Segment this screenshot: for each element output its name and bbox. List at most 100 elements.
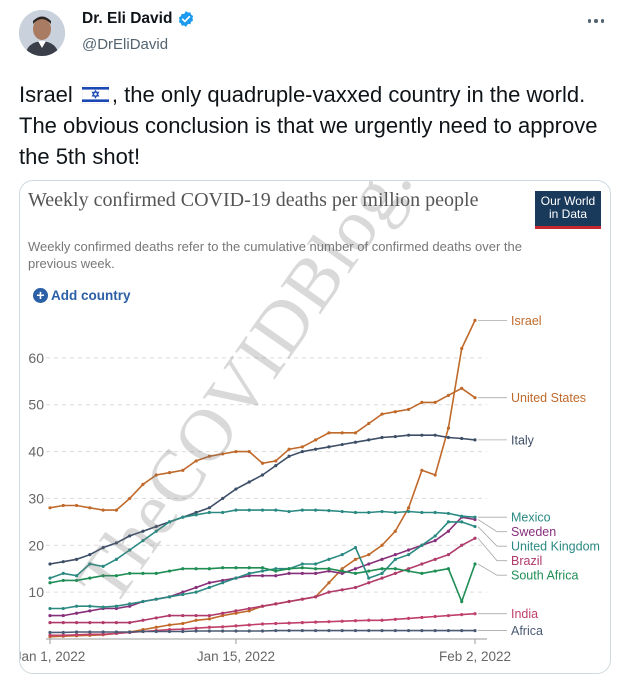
data-point <box>61 503 65 508</box>
data-point <box>300 621 304 625</box>
data-point <box>194 618 198 622</box>
data-point <box>128 496 132 501</box>
data-point <box>393 410 397 414</box>
author-handle[interactable]: @DrEliDavid <box>82 36 169 53</box>
series-line-israel <box>49 320 476 638</box>
data-point <box>114 574 119 578</box>
data-point <box>473 318 477 322</box>
data-point <box>460 599 464 604</box>
data-point <box>74 574 79 578</box>
data-point <box>247 508 251 512</box>
data-point <box>340 553 344 557</box>
add-country-button[interactable]: + Add country <box>33 288 131 303</box>
data-point <box>48 506 52 510</box>
data-point <box>327 445 331 449</box>
data-point <box>61 606 65 611</box>
data-point <box>167 520 172 524</box>
data-point <box>380 543 384 547</box>
data-point <box>446 529 451 533</box>
data-point <box>128 534 132 538</box>
data-point <box>380 628 384 633</box>
data-point <box>473 438 477 442</box>
data-point <box>420 543 424 547</box>
data-point <box>393 557 397 561</box>
data-point <box>274 464 278 468</box>
data-point <box>287 454 291 458</box>
data-point <box>221 452 225 456</box>
data-point <box>420 510 424 515</box>
data-point <box>473 536 477 540</box>
y-tick-label: 30 <box>28 490 44 506</box>
data-point <box>367 576 371 580</box>
x-tick-label: Feb 2, 2022 <box>439 649 511 664</box>
data-point <box>234 609 238 613</box>
data-point <box>406 509 411 514</box>
series-label: Africa <box>511 624 543 638</box>
data-point <box>393 510 397 515</box>
data-point <box>353 585 358 590</box>
data-point <box>340 567 344 571</box>
data-point <box>114 604 119 608</box>
data-point <box>314 508 318 512</box>
data-point <box>367 618 371 622</box>
data-point <box>114 508 119 512</box>
data-point <box>287 628 291 633</box>
data-point <box>380 412 384 416</box>
data-point <box>460 613 464 617</box>
data-point <box>300 566 304 570</box>
data-point <box>406 506 411 510</box>
data-point <box>48 630 52 635</box>
more-options-icon[interactable] <box>585 16 607 26</box>
data-point <box>141 629 145 634</box>
data-point <box>260 629 265 633</box>
data-point <box>274 574 278 578</box>
data-point <box>300 571 304 575</box>
data-point <box>234 566 238 570</box>
data-point <box>141 571 145 575</box>
author-name[interactable]: Dr. Eli David <box>82 10 195 28</box>
data-point <box>380 567 384 571</box>
data-point <box>101 621 105 625</box>
data-point <box>287 567 291 571</box>
series-line-united-states <box>49 387 476 511</box>
data-point <box>406 569 411 573</box>
data-point <box>154 597 158 601</box>
data-point <box>433 473 437 477</box>
data-point <box>194 459 198 463</box>
data-point <box>221 496 225 501</box>
data-point <box>128 571 132 575</box>
data-point <box>433 433 437 437</box>
author-name-text[interactable]: Dr. Eli David <box>82 10 173 27</box>
data-point <box>460 543 464 547</box>
data-point <box>314 595 318 599</box>
chart-image-card[interactable]: Weekly confirmed COVID-19 deaths per mil… <box>19 180 611 674</box>
data-point <box>74 604 79 608</box>
label-connector <box>477 526 507 547</box>
data-point <box>327 569 331 573</box>
data-point <box>367 628 371 633</box>
data-point <box>446 628 451 633</box>
owid-logo: Our World in Data <box>535 191 601 229</box>
data-point <box>141 482 145 486</box>
data-point <box>88 562 92 566</box>
data-point <box>367 562 371 566</box>
data-point <box>154 616 158 620</box>
add-country-label: Add country <box>51 288 131 303</box>
data-point <box>207 510 211 515</box>
data-point <box>181 621 185 626</box>
data-point <box>353 628 358 633</box>
avatar[interactable] <box>19 10 65 56</box>
data-point <box>460 514 464 518</box>
data-point <box>433 400 437 404</box>
data-point <box>380 571 384 575</box>
data-point <box>114 606 119 611</box>
data-point <box>327 590 331 594</box>
data-point <box>314 438 318 442</box>
data-point <box>340 628 344 633</box>
data-point <box>473 515 477 519</box>
verified-badge-icon <box>179 11 194 27</box>
data-point <box>420 615 424 620</box>
data-point <box>274 508 278 512</box>
data-point <box>473 517 477 522</box>
data-point <box>221 510 225 515</box>
